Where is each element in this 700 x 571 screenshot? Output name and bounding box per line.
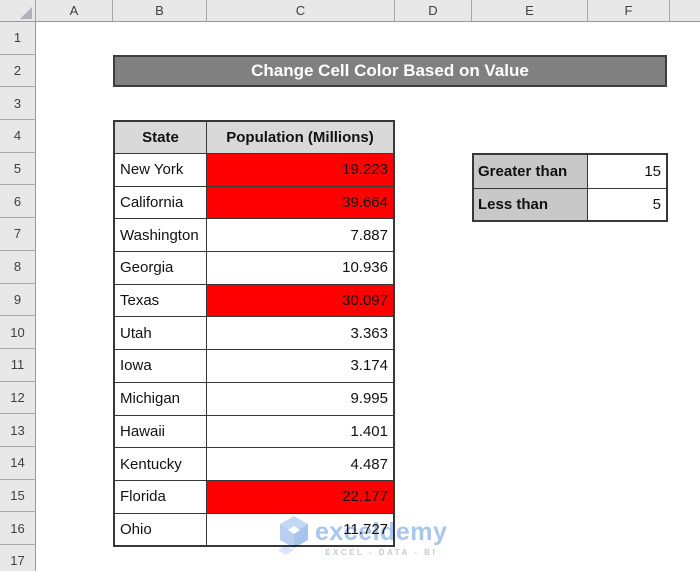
table-row: Michigan 9.995 [115, 381, 393, 415]
row-header-6[interactable]: 6 [0, 185, 35, 219]
table-row: Utah 3.363 [115, 316, 393, 350]
row-header-7[interactable]: 7 [0, 218, 35, 251]
select-all-triangle-icon [20, 7, 32, 19]
table-row: Ohio 11.727 [115, 512, 393, 546]
state-cell[interactable]: New York [115, 154, 207, 186]
state-cell[interactable]: Georgia [115, 252, 207, 284]
state-population-table: State Population (Millions) New York 19.… [113, 120, 395, 548]
state-cell[interactable]: Washington [115, 219, 207, 252]
population-cell[interactable]: 3.174 [350, 357, 388, 375]
state-cell[interactable]: Iowa [115, 350, 207, 382]
population-cell[interactable]: 11.727 [343, 520, 388, 538]
state-cell[interactable]: Florida [115, 480, 207, 513]
title-banner-cell[interactable]: Change Cell Color Based on Value [113, 55, 667, 87]
row-header-10[interactable]: 10 [0, 316, 35, 349]
population-column-header[interactable]: Population (Millions) [207, 122, 393, 153]
row-header-17[interactable]: 17 [0, 545, 35, 571]
less-than-label-cell[interactable]: Less than [474, 188, 588, 220]
table-row: Washington 7.887 [115, 218, 393, 252]
row-header-9[interactable]: 9 [0, 284, 35, 317]
row-header-11[interactable]: 11 [0, 349, 35, 382]
table-row: Hawaii 1.401 [115, 414, 393, 448]
table-row: New York 19.223 [115, 153, 393, 186]
row-header-15[interactable]: 15 [0, 480, 35, 513]
row-header-3[interactable]: 3 [0, 87, 35, 121]
column-header-e[interactable]: E [472, 0, 588, 21]
population-cell[interactable]: 1.401 [350, 422, 388, 440]
column-header-c[interactable]: C [207, 0, 395, 21]
column-header-a[interactable]: A [36, 0, 113, 21]
population-cell[interactable]: 39.664 [207, 186, 393, 219]
table-header-row: State Population (Millions) [115, 122, 393, 153]
table-row: Georgia 10.936 [115, 251, 393, 284]
column-header-f[interactable]: F [588, 0, 670, 21]
column-header-bar: A B C D E F [0, 0, 700, 22]
row-header-1[interactable]: 1 [0, 22, 35, 55]
table-row: Kentucky 4.487 [115, 447, 393, 480]
state-cell[interactable]: Ohio [115, 513, 207, 546]
state-cell[interactable]: Hawaii [115, 415, 207, 448]
population-cell[interactable]: 7.887 [350, 226, 388, 244]
table-row: California 39.664 [115, 185, 393, 219]
less-than-value-cell[interactable]: 5 [652, 195, 661, 213]
population-cell[interactable]: 4.487 [350, 455, 388, 473]
state-cell[interactable]: Kentucky [115, 448, 207, 480]
table-row: Iowa 3.174 [115, 349, 393, 382]
row-header-14[interactable]: 14 [0, 447, 35, 480]
state-cell[interactable]: Michigan [115, 382, 207, 415]
table-row: Texas 30.097 [115, 283, 393, 317]
column-header-d[interactable]: D [395, 0, 472, 21]
watermark-tagline-text: EXCEL - DATA - BI [325, 548, 438, 557]
population-cell[interactable]: 10.936 [342, 259, 388, 277]
row-header-12[interactable]: 12 [0, 382, 35, 415]
population-cell[interactable]: 3.363 [350, 324, 388, 342]
state-cell[interactable]: California [115, 186, 207, 219]
row-header-2[interactable]: 2 [0, 55, 35, 88]
row-header-8[interactable]: 8 [0, 251, 35, 284]
population-cell[interactable]: 9.995 [350, 390, 388, 408]
greater-than-value-cell[interactable]: 15 [644, 162, 661, 180]
row-header-bar: 1 2 3 4 5 6 7 8 9 10 11 12 13 14 15 16 1… [0, 22, 36, 571]
population-cell[interactable]: 30.097 [207, 284, 393, 317]
population-cell[interactable]: 22.177 [207, 480, 393, 513]
state-column-header[interactable]: State [115, 122, 207, 153]
row-header-16[interactable]: 16 [0, 512, 35, 545]
greater-than-label-cell[interactable]: Greater than [474, 155, 588, 188]
criteria-row: Less than 5 [474, 187, 666, 220]
table-row: Florida 22.177 [115, 479, 393, 513]
row-header-4[interactable]: 4 [0, 120, 35, 153]
state-cell[interactable]: Utah [115, 317, 207, 350]
column-header-filler [670, 0, 700, 21]
state-cell[interactable]: Texas [115, 284, 207, 317]
criteria-row: Greater than 15 [474, 155, 666, 188]
row-header-13[interactable]: 13 [0, 414, 35, 447]
criteria-table: Greater than 15 Less than 5 [472, 153, 668, 222]
population-cell[interactable]: 19.223 [207, 154, 393, 186]
row-header-5[interactable]: 5 [0, 153, 35, 186]
select-all-corner[interactable] [0, 0, 36, 21]
column-header-b[interactable]: B [113, 0, 207, 21]
